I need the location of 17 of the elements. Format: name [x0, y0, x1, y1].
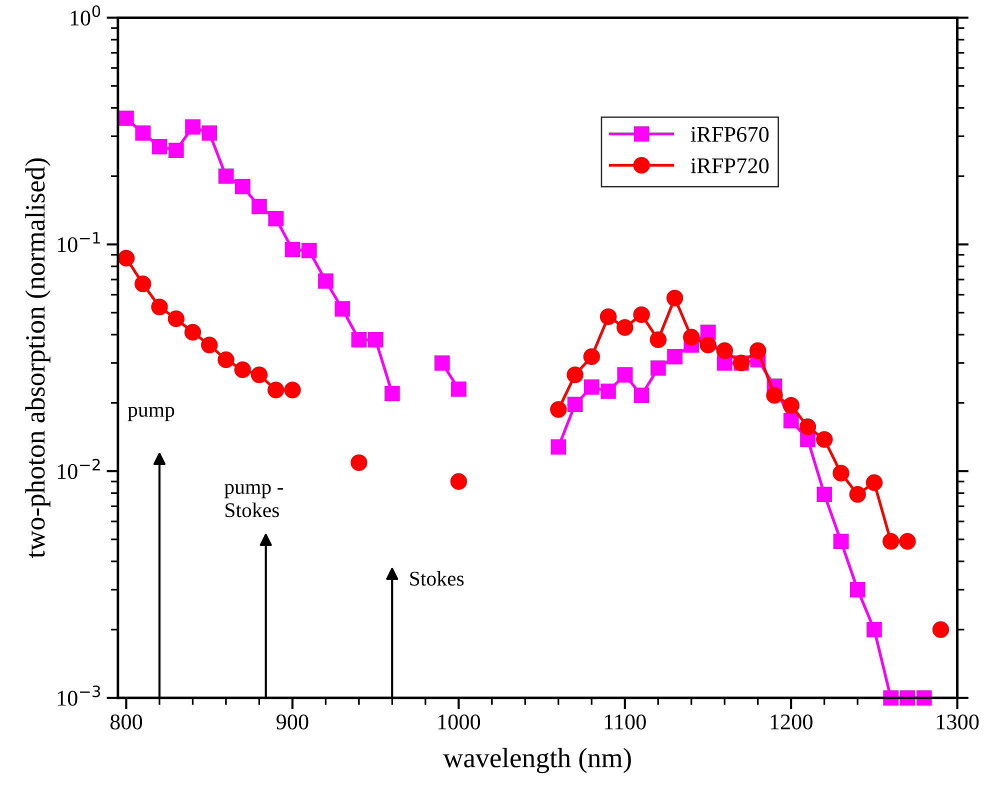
x-tick-label: 1200 [770, 714, 812, 730]
annotation: pump [128, 406, 174, 422]
y-axis-title: two-photon absorption (normalised) [25, 158, 50, 558]
y-tick-label: 10$^{−1}$ [58, 232, 100, 252]
legend-label: iRFP670 [690, 126, 769, 142]
x-tick-label: 1300 [937, 714, 979, 730]
x-tick-label: 1000 [438, 714, 480, 730]
y-tick-label: 10$^{−3}$ [58, 686, 100, 706]
y-tick-label: 10$^{0}$ [70, 5, 100, 26]
x-axis-title: wavelength (nm) [443, 748, 631, 774]
annotation: pump - Stokes [224, 484, 284, 518]
x-tick-label: 800 [110, 714, 142, 730]
x-tick-label: 1100 [605, 714, 646, 730]
annotation: Stokes [410, 571, 464, 586]
x-tick-label: 900 [276, 714, 308, 730]
y-tick-label: 10$^{−2}$ [58, 458, 100, 480]
legend-label: iRFP720 [690, 158, 769, 174]
